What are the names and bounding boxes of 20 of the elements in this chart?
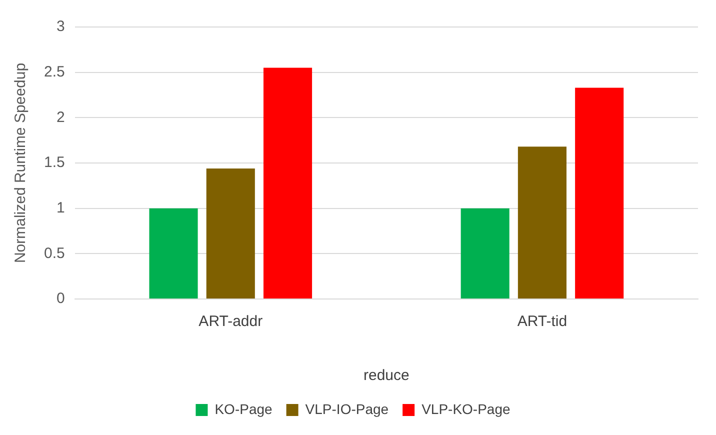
x-axis-title: reduce	[363, 367, 410, 384]
legend-label: KO-Page	[214, 400, 273, 417]
y-tick-label: 3	[56, 18, 65, 36]
bar	[206, 168, 255, 298]
y-tick-label: 2	[56, 108, 65, 126]
x-tick-label: ART-tid	[517, 313, 568, 330]
x-tick-label: ART-addr	[198, 313, 263, 330]
bar	[460, 208, 510, 298]
y-tick-label: 0	[56, 290, 65, 308]
y-axis-title: Normalized Runtime Speedup	[12, 62, 30, 264]
bar	[518, 146, 566, 298]
y-tick-label: 1.5	[44, 154, 65, 172]
bar	[575, 88, 624, 298]
legend-label: VLP-IO-Page	[305, 400, 389, 417]
bar	[263, 68, 312, 298]
y-tick-label: 0.5	[44, 244, 65, 262]
y-tick-label: 2.5	[44, 63, 65, 80]
y-tick-label: 1	[56, 199, 65, 216]
legend-label: VLP-KO-Page	[422, 400, 510, 417]
bar	[149, 208, 198, 298]
